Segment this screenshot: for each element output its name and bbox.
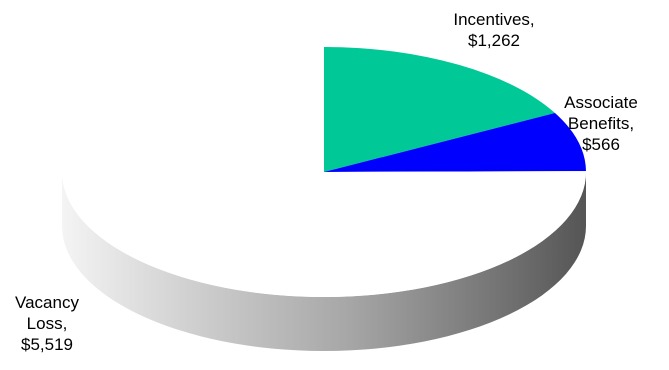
slice-label-vacancy-loss-value: $5,519 bbox=[21, 335, 73, 354]
pie-side-wall bbox=[62, 172, 586, 351]
slice-label-vacancy-loss-name-2: Loss, bbox=[26, 314, 68, 333]
slice-label-associate-benefits-name-2: Benefits, bbox=[567, 114, 635, 133]
slice-label-incentives-name: Incentives, bbox=[453, 10, 535, 29]
pie-slice-associate-benefits bbox=[324, 113, 586, 172]
slice-label-incentives: Incentives, $1,262 bbox=[440, 9, 548, 51]
slice-label-vacancy-loss: Vacancy Loss, $5,519 bbox=[2, 292, 92, 355]
slice-label-vacancy-loss-name-1: Vacancy bbox=[15, 293, 79, 312]
slice-label-associate-benefits: Associate Benefits, $566 bbox=[543, 92, 659, 155]
slice-label-associate-benefits-name-1: Associate bbox=[564, 93, 638, 112]
slice-label-associate-benefits-value: $566 bbox=[582, 135, 620, 154]
pie-slice-incentives bbox=[324, 47, 555, 172]
pie-slice-vacancy-loss bbox=[62, 47, 587, 297]
slice-label-incentives-value: $1,262 bbox=[468, 31, 520, 50]
